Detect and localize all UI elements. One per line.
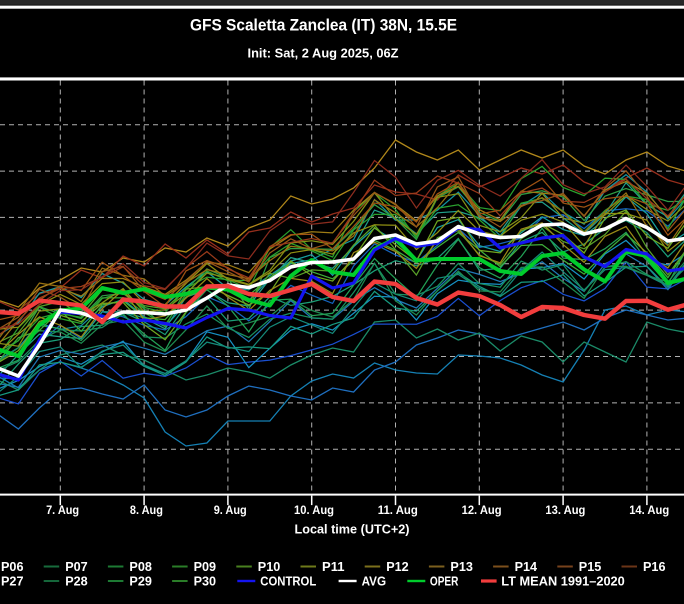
svg-text:Local time (UTC+2): Local time (UTC+2)	[295, 522, 410, 537]
svg-text:P27: P27	[1, 574, 24, 589]
svg-text:P12: P12	[386, 559, 409, 574]
svg-text:7. Aug: 7. Aug	[46, 503, 79, 517]
svg-text:P15: P15	[579, 559, 602, 574]
svg-text:P11: P11	[322, 559, 345, 574]
svg-text:P28: P28	[65, 574, 88, 589]
svg-text:9. Aug: 9. Aug	[214, 503, 247, 517]
svg-text:14. Aug: 14. Aug	[629, 503, 669, 517]
svg-text:P08: P08	[129, 559, 152, 574]
svg-text:AVG: AVG	[362, 574, 387, 589]
svg-text:LT MEAN 1991–2020: LT MEAN 1991–2020	[501, 574, 625, 589]
svg-text:P29: P29	[129, 574, 152, 589]
svg-text:P16: P16	[643, 559, 666, 574]
svg-text:10. Aug: 10. Aug	[294, 503, 334, 517]
svg-text:P06: P06	[1, 559, 24, 574]
svg-text:8. Aug: 8. Aug	[130, 503, 163, 517]
svg-text:P07: P07	[65, 559, 88, 574]
svg-text:OPER: OPER	[430, 574, 459, 589]
svg-text:Init: Sat, 2 Aug 2025, 06Z: Init: Sat, 2 Aug 2025, 06Z	[248, 46, 399, 61]
svg-text:11. Aug: 11. Aug	[378, 503, 418, 517]
svg-text:P10: P10	[258, 559, 281, 574]
svg-text:GFS Scaletta Zanclea (IT) 38N,: GFS Scaletta Zanclea (IT) 38N, 15.5E	[190, 16, 457, 34]
svg-text:P14: P14	[515, 559, 538, 574]
svg-text:13. Aug: 13. Aug	[545, 503, 585, 517]
svg-text:P09: P09	[194, 559, 217, 574]
svg-text:P30: P30	[194, 574, 217, 589]
svg-text:12. Aug: 12. Aug	[462, 503, 502, 517]
svg-text:P13: P13	[450, 559, 473, 574]
svg-text:CONTROL: CONTROL	[260, 574, 316, 589]
